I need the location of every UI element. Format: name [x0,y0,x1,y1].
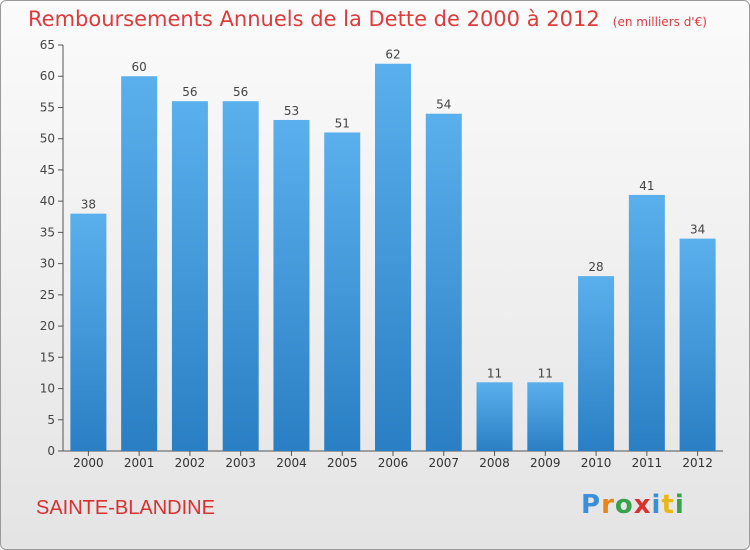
x-tick-label: 2000 [73,456,104,470]
data-label: 51 [335,116,350,130]
y-tick-label: 35 [40,225,55,239]
bar-2008 [476,382,513,451]
y-tick-label: 60 [40,69,55,83]
y-tick-label: 25 [40,288,55,302]
y-tick-label: 15 [40,350,55,364]
y-tick-label: 65 [40,38,55,52]
bar-2000 [70,213,107,451]
bar-2005 [324,132,361,451]
data-label: 56 [233,85,248,99]
y-tick-label: 10 [40,382,55,396]
commune-name: SAINTE-BLANDINE [36,497,215,519]
data-label: 38 [81,198,96,212]
logo-letter: o [614,490,634,520]
bar-2009 [527,382,564,451]
x-tick-label: 2005 [327,456,358,470]
x-tick-label: 2008 [479,456,510,470]
data-label: 54 [436,98,451,112]
bar-2004 [273,119,310,451]
y-tick-label: 40 [40,194,55,208]
chart-unit: (en milliers d'€) [612,15,707,29]
x-tick-label: 2003 [225,456,256,470]
bar-2012 [679,238,716,451]
x-tick-label: 2007 [428,456,459,470]
bar-2003 [222,101,259,451]
logo-letter: i [651,490,662,520]
x-tick-label: 2006 [378,456,409,470]
x-tick-label: 2002 [175,456,206,470]
data-label: 41 [639,179,654,193]
chart-title: Remboursements Annuels de la Dette de 20… [28,7,707,31]
y-tick-label: 5 [47,413,55,427]
logo-letter: i [674,490,685,520]
bar-2010 [578,276,615,451]
data-label: 53 [284,104,299,118]
data-label: 60 [132,60,147,74]
y-tick-label: 45 [40,163,55,177]
data-label: 62 [385,48,400,62]
x-tick-label: 2010 [581,456,612,470]
data-label: 28 [588,260,603,274]
proxiti-logo: Proxiti [581,490,685,520]
bar-2002 [171,101,208,451]
x-tick-label: 2011 [632,456,663,470]
logo-letter: P [581,490,602,520]
x-tick-label: 2004 [276,456,307,470]
y-tick-label: 30 [40,257,55,271]
x-tick-label: 2012 [682,456,713,470]
bar-2001 [121,76,158,451]
y-tick-label: 50 [40,132,55,146]
bar-2007 [425,113,462,451]
y-tick-label: 0 [47,444,55,458]
chart-title-text: Remboursements Annuels de la Dette de 20… [28,7,600,31]
bar-2011 [628,194,665,451]
y-tick-label: 20 [40,319,55,333]
x-tick-label: 2009 [530,456,561,470]
y-tick-label: 55 [40,100,55,114]
data-label: 56 [182,85,197,99]
data-label: 11 [487,366,502,380]
bar-2006 [375,63,411,451]
logo-letter: r [601,490,615,520]
x-tick-label: 2001 [124,456,155,470]
data-label: 34 [690,223,705,237]
logo-letter: t [661,490,675,520]
logo-letter: x [633,490,652,520]
data-label: 11 [538,366,553,380]
